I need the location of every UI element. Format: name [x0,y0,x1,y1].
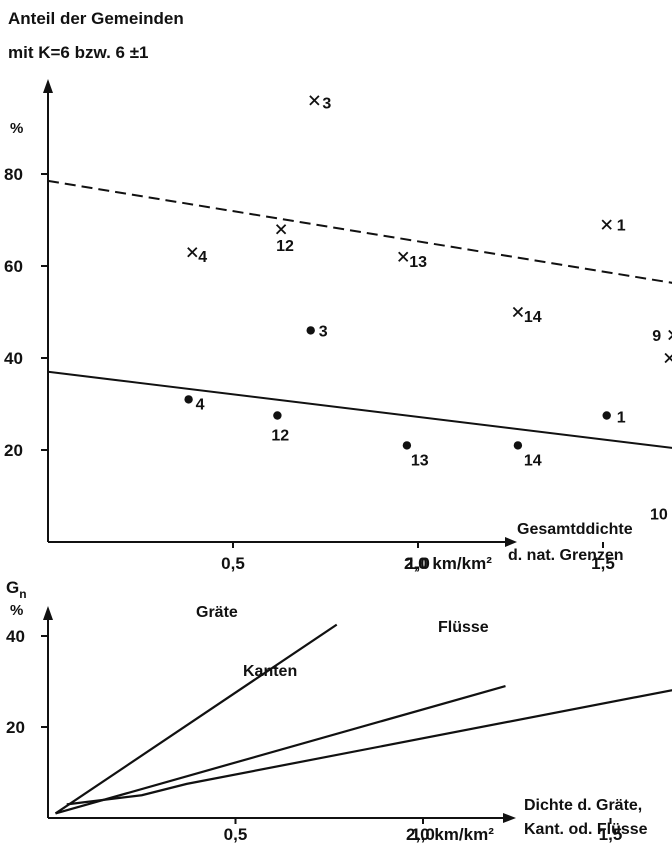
dot-marker [306,326,315,335]
y-axis-arrow [43,606,53,620]
dot-marker [402,441,412,450]
x-axis-arrow [505,537,517,547]
x-tick-label: 1,5 [591,554,615,573]
cross-marker [512,306,524,318]
chart-title-line-2: mit K=6 bzw. 6 ±1 [8,43,149,62]
y-tick-label: 20 [6,718,25,737]
series-line [54,623,338,815]
x-axis-label-line-2: d. nat. Grenzen [508,547,624,564]
dot-marker [273,411,282,420]
cross-marker [187,247,198,258]
cross-marker [275,224,287,235]
point-label: 9 [652,328,661,345]
x-axis-label-line-2: Kant. od. Flüsse [524,821,648,838]
y-unit-label: % [10,120,23,137]
x-tick-label: 1,5 [599,825,623,844]
series-label: Gräte [196,604,238,621]
point-label: 12 [271,428,289,445]
x-unit-label: 2,0 km/km² [404,554,492,573]
x-tick-label: 0,5 [224,825,248,844]
cross-marker [309,95,320,106]
x-axis-arrow [503,813,516,823]
chart-title: Gn [6,578,27,601]
dot-marker [602,411,611,420]
series-line [66,689,672,806]
y-tick-label: 80 [4,165,23,184]
y-tick-label: 20 [4,441,23,460]
x-tick-label: 1,0 [411,825,435,844]
point-label: 4 [198,249,207,266]
chart-title-line-1: Anteil der Gemeinden [8,9,184,28]
point-label: 14 [524,452,542,469]
dot-marker [184,395,193,404]
y-unit-label: % [10,602,23,619]
point-label: 1 [617,218,626,235]
trend-line [47,370,672,449]
point-label: 13 [411,452,429,469]
series-line [55,684,506,815]
point-label: 10 [650,506,668,523]
y-tick-label: 40 [4,349,23,368]
y-tick-label: 40 [6,627,25,646]
series-label: Kanten [243,663,297,680]
point-label: 4 [196,396,205,413]
cross-marker [398,251,409,262]
y-tick-label: 60 [4,257,23,276]
point-label: 3 [319,323,328,340]
trend-line [47,179,672,284]
cross-marker [668,329,672,341]
x-tick-label: 1,0 [406,554,430,573]
chart-title-subscript: n [19,587,26,601]
series-label: Flüsse [438,619,489,636]
point-label: 13 [409,254,427,271]
point-label: 12 [276,238,294,255]
cross-marker [664,352,672,364]
x-tick-label: 0,5 [221,554,245,573]
x-axis-label-line-1: Dichte d. Gräte, [524,797,642,814]
y-axis-arrow [43,79,53,93]
point-label: 1 [617,410,626,427]
dot-marker [513,441,523,450]
x-unit-label: 2,0 km/km² [406,825,494,844]
point-label: 14 [524,309,542,326]
cross-marker [601,219,612,230]
point-label: 3 [322,95,331,112]
x-axis-label-line-1: Gesamtddichte [517,521,633,538]
